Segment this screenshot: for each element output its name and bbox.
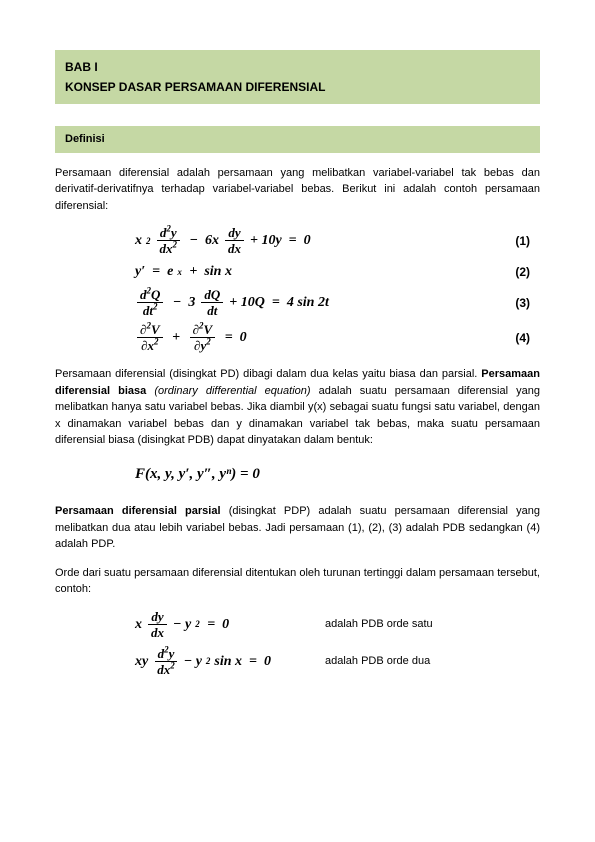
equation-number-3: (3) <box>490 294 540 312</box>
orde-examples: x dydx − y2 = 0 adalah PDB orde satu xy … <box>55 610 540 676</box>
chapter-number: BAB I <box>65 58 530 76</box>
equation-3: d2Qdt2 − 3 dQdt + 10Q = 4 sin 2t (3) <box>55 288 540 317</box>
section-heading: Definisi <box>55 126 540 153</box>
orde-1-desc: adalah PDB orde satu <box>325 616 433 633</box>
paragraph-intro: Persamaan diferensial adalah persamaan y… <box>55 165 540 215</box>
chapter-title: KONSEP DASAR PERSAMAAN DIFERENSIAL <box>65 78 530 96</box>
equation-1: x2 d2ydx2 − 6x dydx + 10y = 0 (1) <box>55 226 540 255</box>
term-ode: (ordinary differential equation) <box>146 385 310 397</box>
chapter-title-bar: BAB I KONSEP DASAR PERSAMAAN DIFERENSIAL <box>55 50 540 104</box>
equation-general-form: F(x, y, y′, y″, yⁿ) = 0 <box>55 463 540 486</box>
orde-example-2: xy d2ydx2 − y2sin x = 0 adalah PDB orde … <box>55 647 540 676</box>
term-pdp: Persamaan diferensial parsial <box>55 505 221 517</box>
orde-example-1: x dydx − y2 = 0 adalah PDB orde satu <box>55 610 540 639</box>
equation-block: x2 d2ydx2 − 6x dydx + 10y = 0 (1) y′ = e… <box>55 226 540 352</box>
paragraph-classification: Persamaan diferensial (disingkat PD) dib… <box>55 366 540 449</box>
equation-number-2: (2) <box>490 263 540 281</box>
paragraph-orde: Orde dari suatu persamaan diferensial di… <box>55 565 540 598</box>
paragraph-pdp: Persamaan diferensial parsial (disingkat… <box>55 503 540 553</box>
orde-2-desc: adalah PDB orde dua <box>325 653 430 670</box>
equation-4: ∂2V∂x2 + ∂2V∂y2 = 0 (4) <box>55 323 540 352</box>
equation-number-1: (1) <box>490 232 540 250</box>
equation-number-4: (4) <box>490 329 540 347</box>
text-span: Persamaan diferensial (disingkat PD) dib… <box>55 368 481 380</box>
equation-2: y′ = ex + sin x (2) <box>55 261 540 282</box>
